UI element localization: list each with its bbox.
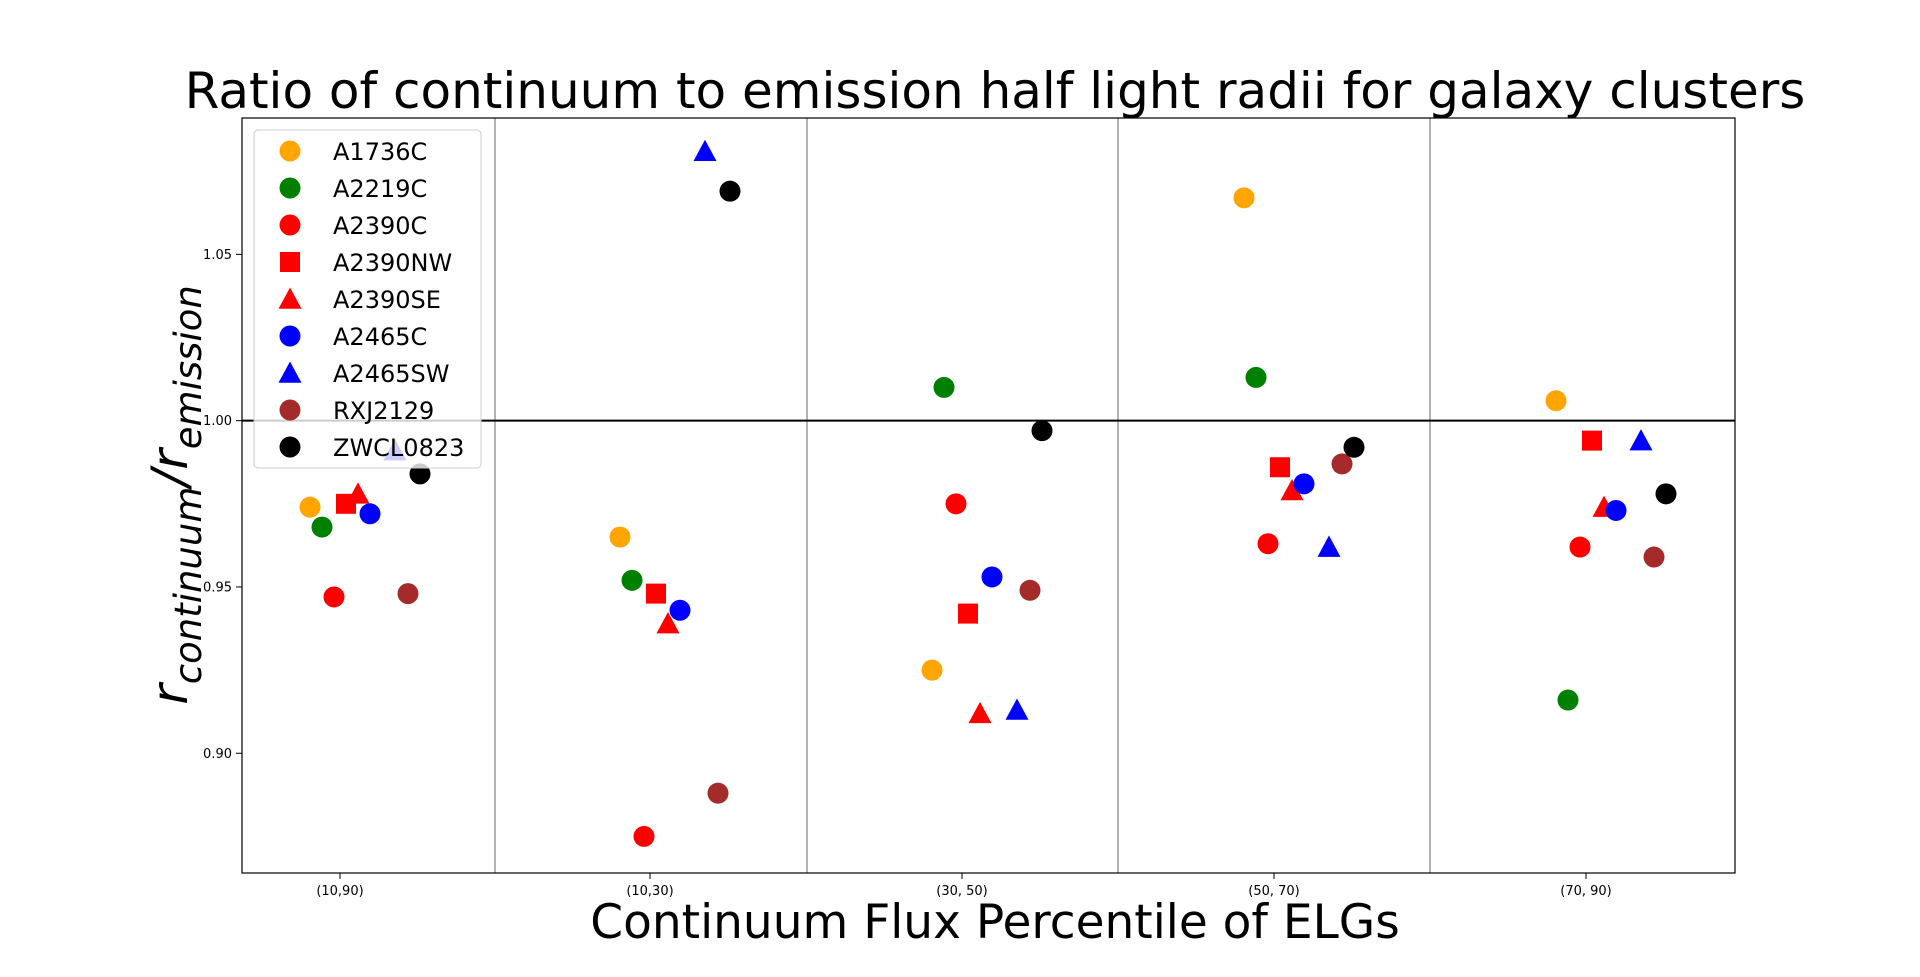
legend-label: A2465C	[333, 323, 427, 351]
group-dividers	[494, 118, 1431, 873]
point-a2219c-5	[1557, 689, 1579, 711]
point-a2465c-3	[981, 566, 1003, 588]
point-rxj2129-5	[1643, 546, 1665, 568]
legend-label: A1736C	[333, 138, 427, 166]
legend-marker-a2219c	[279, 177, 301, 199]
legend-label: RXJ2129	[333, 397, 434, 425]
legend-item-a2219c: A2219C	[279, 175, 427, 203]
legend-label: A2390NW	[333, 249, 452, 277]
point-a2219c-4	[1245, 366, 1267, 388]
legend-box	[253, 129, 482, 469]
legend-item-a1736c: A1736C	[279, 138, 427, 166]
svg-text:rcontinuum/remission: rcontinuum/remission	[141, 285, 210, 705]
point-zwcl0823-3	[1031, 420, 1053, 442]
data-points	[299, 139, 1677, 847]
legend-label: A2219C	[333, 175, 427, 203]
point-a2390se-2	[656, 612, 680, 634]
point-a1736c-2	[609, 526, 631, 548]
legend-item-a2390c: A2390C	[279, 212, 427, 240]
legend-marker-zwcl0823	[279, 436, 301, 458]
point-a2390nw-5	[1582, 430, 1602, 451]
y-label-slash-r: /r	[141, 446, 199, 491]
legend-item-a2465c: A2465C	[279, 323, 427, 351]
point-zwcl0823-5	[1655, 483, 1677, 505]
point-a2465c-5	[1605, 499, 1627, 521]
point-rxj2129-3	[1019, 579, 1041, 601]
y-axis-label: rcontinuum/remission	[141, 285, 210, 705]
legend-marker-rxj2129	[279, 399, 301, 421]
plot-frame	[241, 117, 1736, 874]
y-axis-ticks: 0.90 0.95 1.00 1.05	[203, 248, 242, 762]
legend-label: A2390SE	[333, 286, 441, 314]
point-a1736c-3	[921, 659, 943, 681]
point-a2390c-2	[633, 825, 655, 847]
point-zwcl0823-4	[1343, 436, 1365, 458]
point-a2465c-1	[359, 503, 381, 525]
legend-marker-a2390nw	[280, 252, 300, 272]
point-a2219c-3	[933, 376, 955, 398]
legend-label: A2390C	[333, 212, 427, 240]
plot-area	[242, 118, 1735, 873]
x-tick-label: (10,30)	[626, 884, 673, 899]
legend: A1736C A2219C A2390C A2390NW A2390SE A2465C A2…	[253, 129, 482, 469]
point-a2390nw-4	[1270, 457, 1290, 478]
legend-item-a2390nw: A2390NW	[280, 249, 452, 277]
point-a1736c-1	[299, 496, 321, 518]
y-tick-label: 0.90	[203, 747, 232, 762]
point-a2465sw-3	[1005, 698, 1029, 720]
legend-item-zwcl0823: ZWCL0823	[279, 434, 464, 462]
chart-title: Ratio of continuum to emission half ligh…	[185, 62, 1806, 120]
y-label-r: r	[141, 681, 199, 705]
legend-marker-a1736c	[279, 140, 301, 162]
y-tick-label: 0.95	[203, 580, 232, 595]
point-rxj2129-4	[1331, 453, 1353, 475]
legend-item-a2390se: A2390SE	[278, 286, 441, 314]
point-a2390se-3	[968, 701, 992, 724]
x-axis-ticks: (10,90) (10,30) (30, 50) (50, 70) (70, 90)	[316, 873, 1612, 899]
legend-marker-a2390c	[279, 214, 301, 236]
point-a2219c-1	[311, 516, 333, 538]
point-rxj2129-2	[707, 782, 729, 804]
legend-marker-a2390se	[278, 287, 302, 309]
point-a1736c-5	[1545, 390, 1567, 412]
point-zwcl0823-2	[719, 180, 741, 202]
x-tick-label: (70, 90)	[1560, 884, 1612, 899]
point-a2390nw-3	[958, 603, 978, 624]
legend-label: ZWCL0823	[333, 434, 464, 462]
point-a2465c-2	[669, 599, 691, 621]
x-axis-label: Continuum Flux Percentile of ELGs	[590, 895, 1399, 950]
x-tick-label: (10,90)	[316, 884, 363, 899]
point-rxj2129-1	[397, 583, 419, 605]
x-tick-label: (50, 70)	[1248, 884, 1300, 899]
legend-item-a2465sw: A2465SW	[278, 360, 449, 388]
legend-marker-a2465c	[279, 325, 301, 347]
point-a2390se-4	[1280, 479, 1304, 501]
legend-item-rxj2129: RXJ2129	[279, 397, 434, 425]
point-zwcl0823-1	[409, 463, 431, 485]
point-a2465sw-4	[1317, 535, 1341, 557]
point-a2465sw-5	[1629, 429, 1653, 451]
legend-items: A1736C A2219C A2390C A2390NW A2390SE A2465C A2…	[278, 138, 464, 462]
point-a2390se-1	[346, 482, 370, 504]
point-a2390c-4	[1257, 533, 1279, 555]
y-tick-label: 1.00	[203, 414, 232, 429]
y-label-emission: emission	[167, 285, 210, 449]
y-tick-label: 1.05	[203, 248, 232, 263]
point-a2465c-4	[1293, 473, 1315, 495]
point-a2219c-2	[621, 569, 643, 591]
y-label-continuum: continuum	[167, 487, 210, 685]
legend-marker-a2465sw	[278, 361, 302, 383]
point-a2390c-5	[1569, 536, 1591, 558]
point-a2390nw-2	[646, 583, 666, 604]
point-a2390c-3	[945, 493, 967, 515]
point-a2390c-1	[323, 586, 345, 608]
point-a2465sw-2	[693, 139, 717, 162]
point-a1736c-4	[1233, 187, 1255, 209]
legend-label: A2465SW	[333, 360, 449, 388]
x-tick-label: (30, 50)	[936, 884, 988, 899]
